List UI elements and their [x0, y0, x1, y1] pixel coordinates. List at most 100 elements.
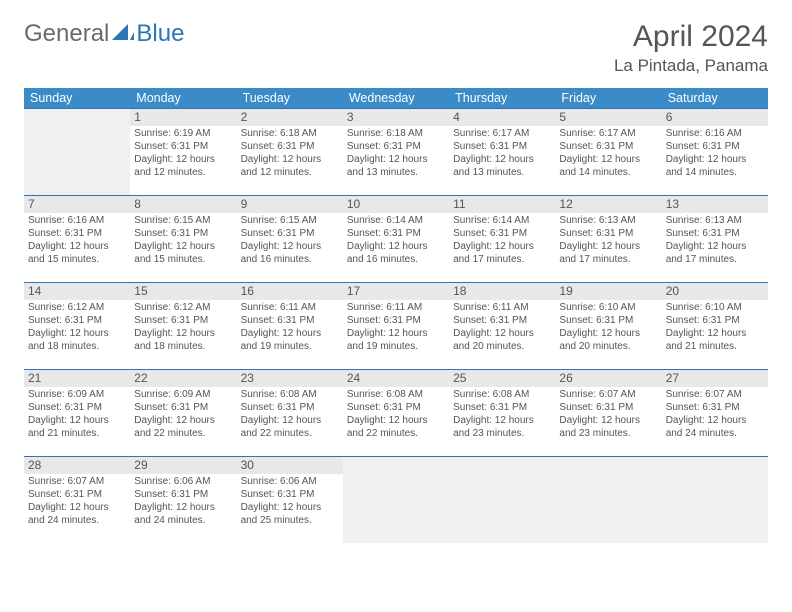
- calendar-day-cell: 7Sunrise: 6:16 AMSunset: 6:31 PMDaylight…: [24, 196, 130, 283]
- logo-sail-icon: [112, 21, 134, 39]
- sunrise-text: Sunrise: 6:07 AM: [28, 476, 126, 489]
- sunset-text: Sunset: 6:31 PM: [28, 228, 126, 241]
- calendar-week-row: 21Sunrise: 6:09 AMSunset: 6:31 PMDayligh…: [24, 370, 768, 457]
- daylight-text: and 16 minutes.: [347, 254, 445, 267]
- calendar-day-cell: 17Sunrise: 6:11 AMSunset: 6:31 PMDayligh…: [343, 283, 449, 370]
- day-number: 7: [24, 196, 130, 213]
- daylight-text: Daylight: 12 hours: [241, 241, 339, 254]
- sunset-text: Sunset: 6:31 PM: [241, 489, 339, 502]
- sunset-text: Sunset: 6:31 PM: [666, 402, 764, 415]
- day-number: 19: [555, 283, 661, 300]
- sunset-text: Sunset: 6:31 PM: [453, 402, 551, 415]
- weekday-header: Thursday: [449, 88, 555, 109]
- sunrise-text: Sunrise: 6:07 AM: [559, 389, 657, 402]
- calendar-day-cell: 13Sunrise: 6:13 AMSunset: 6:31 PMDayligh…: [662, 196, 768, 283]
- sunrise-text: Sunrise: 6:06 AM: [134, 476, 232, 489]
- daylight-text: Daylight: 12 hours: [134, 415, 232, 428]
- daylight-text: Daylight: 12 hours: [453, 154, 551, 167]
- calendar-day-cell: [555, 457, 661, 544]
- daylight-text: Daylight: 12 hours: [347, 241, 445, 254]
- sunset-text: Sunset: 6:31 PM: [241, 141, 339, 154]
- sunset-text: Sunset: 6:31 PM: [559, 402, 657, 415]
- day-number: 3: [343, 109, 449, 126]
- daylight-text: Daylight: 12 hours: [453, 415, 551, 428]
- day-number: 28: [24, 457, 130, 474]
- sunset-text: Sunset: 6:31 PM: [347, 141, 445, 154]
- calendar-day-cell: 19Sunrise: 6:10 AMSunset: 6:31 PMDayligh…: [555, 283, 661, 370]
- daylight-text: and 13 minutes.: [347, 167, 445, 180]
- daylight-text: and 22 minutes.: [134, 428, 232, 441]
- daylight-text: Daylight: 12 hours: [347, 415, 445, 428]
- calendar-day-cell: 15Sunrise: 6:12 AMSunset: 6:31 PMDayligh…: [130, 283, 236, 370]
- daylight-text: and 23 minutes.: [559, 428, 657, 441]
- location-label: La Pintada, Panama: [614, 56, 768, 76]
- day-number: 18: [449, 283, 555, 300]
- calendar-day-cell: 24Sunrise: 6:08 AMSunset: 6:31 PMDayligh…: [343, 370, 449, 457]
- brand-part1: General: [24, 20, 109, 48]
- sunset-text: Sunset: 6:31 PM: [134, 315, 232, 328]
- daylight-text: Daylight: 12 hours: [241, 415, 339, 428]
- calendar-week-row: 1Sunrise: 6:19 AMSunset: 6:31 PMDaylight…: [24, 109, 768, 196]
- calendar-day-cell: 29Sunrise: 6:06 AMSunset: 6:31 PMDayligh…: [130, 457, 236, 544]
- calendar-day-cell: 30 Sunrise: 6:06 AMSunset: 6:31 PMDayligh…: [237, 457, 343, 544]
- sunrise-text: Sunrise: 6:17 AM: [559, 128, 657, 141]
- daylight-text: and 19 minutes.: [241, 341, 339, 354]
- title-block: April 2024 La Pintada, Panama: [614, 20, 768, 76]
- calendar-day-cell: 21Sunrise: 6:09 AMSunset: 6:31 PMDayligh…: [24, 370, 130, 457]
- day-number: 26: [555, 370, 661, 387]
- calendar-table: SundayMondayTuesdayWednesdayThursdayFrid…: [24, 88, 768, 543]
- daylight-text: Daylight: 12 hours: [134, 154, 232, 167]
- sunrise-text: Sunrise: 6:09 AM: [134, 389, 232, 402]
- calendar-week-row: 14Sunrise: 6:12 AMSunset: 6:31 PMDayligh…: [24, 283, 768, 370]
- day-number: 20: [662, 283, 768, 300]
- weekday-header: Friday: [555, 88, 661, 109]
- sunrise-text: Sunrise: 6:06 AM: [241, 476, 339, 489]
- sunset-text: Sunset: 6:31 PM: [241, 315, 339, 328]
- calendar-day-cell: [449, 457, 555, 544]
- day-number: 6: [662, 109, 768, 126]
- sunset-text: Sunset: 6:31 PM: [666, 315, 764, 328]
- sunset-text: Sunset: 6:31 PM: [666, 228, 764, 241]
- daylight-text: Daylight: 12 hours: [241, 502, 339, 515]
- weekday-header: Saturday: [662, 88, 768, 109]
- daylight-text: Daylight: 12 hours: [559, 328, 657, 341]
- calendar-body: 1Sunrise: 6:19 AMSunset: 6:31 PMDaylight…: [24, 109, 768, 544]
- sunset-text: Sunset: 6:31 PM: [559, 228, 657, 241]
- calendar-day-cell: 22Sunrise: 6:09 AMSunset: 6:31 PMDayligh…: [130, 370, 236, 457]
- day-number: 27: [662, 370, 768, 387]
- calendar-day-cell: [24, 109, 130, 196]
- day-number: 2: [237, 109, 343, 126]
- calendar-day-cell: 26Sunrise: 6:07 AMSunset: 6:31 PMDayligh…: [555, 370, 661, 457]
- day-number: 30: [237, 457, 343, 474]
- daylight-text: Daylight: 12 hours: [347, 154, 445, 167]
- sunrise-text: Sunrise: 6:13 AM: [559, 215, 657, 228]
- daylight-text: Daylight: 12 hours: [666, 154, 764, 167]
- daylight-text: and 21 minutes.: [666, 341, 764, 354]
- daylight-text: and 14 minutes.: [559, 167, 657, 180]
- daylight-text: and 18 minutes.: [28, 341, 126, 354]
- sunrise-text: Sunrise: 6:12 AM: [28, 302, 126, 315]
- sunset-text: Sunset: 6:31 PM: [28, 402, 126, 415]
- daylight-text: and 12 minutes.: [241, 167, 339, 180]
- day-number: 14: [24, 283, 130, 300]
- sunrise-text: Sunrise: 6:18 AM: [241, 128, 339, 141]
- calendar-day-cell: 6Sunrise: 6:16 AMSunset: 6:31 PMDaylight…: [662, 109, 768, 196]
- sunrise-text: Sunrise: 6:15 AM: [134, 215, 232, 228]
- daylight-text: Daylight: 12 hours: [241, 328, 339, 341]
- sunrise-text: Sunrise: 6:18 AM: [347, 128, 445, 141]
- daylight-text: Daylight: 12 hours: [453, 328, 551, 341]
- daylight-text: and 17 minutes.: [559, 254, 657, 267]
- weekday-header: Wednesday: [343, 88, 449, 109]
- sunrise-text: Sunrise: 6:08 AM: [453, 389, 551, 402]
- sunrise-text: Sunrise: 6:12 AM: [134, 302, 232, 315]
- daylight-text: Daylight: 12 hours: [347, 328, 445, 341]
- calendar-day-cell: 2Sunrise: 6:18 AMSunset: 6:31 PMDaylight…: [237, 109, 343, 196]
- day-number: 11: [449, 196, 555, 213]
- daylight-text: and 18 minutes.: [134, 341, 232, 354]
- day-number: 5: [555, 109, 661, 126]
- calendar-day-cell: 11Sunrise: 6:14 AMSunset: 6:31 PMDayligh…: [449, 196, 555, 283]
- calendar-day-cell: 20Sunrise: 6:10 AMSunset: 6:31 PMDayligh…: [662, 283, 768, 370]
- calendar-day-cell: 28Sunrise: 6:07 AMSunset: 6:31 PMDayligh…: [24, 457, 130, 544]
- sunset-text: Sunset: 6:31 PM: [453, 228, 551, 241]
- daylight-text: Daylight: 12 hours: [28, 328, 126, 341]
